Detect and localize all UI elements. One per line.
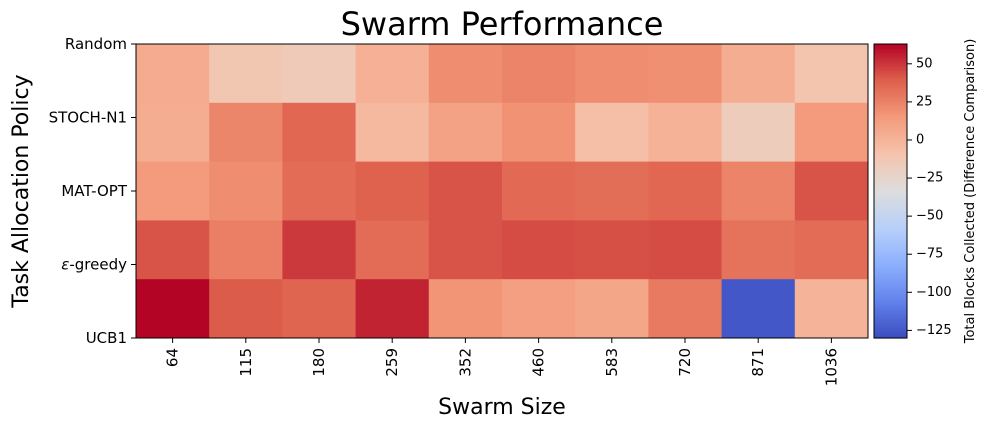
heatmap-cell bbox=[355, 161, 430, 221]
heatmap-cell bbox=[428, 102, 503, 162]
heatmap-cell bbox=[209, 220, 283, 280]
heatmap-cell bbox=[648, 220, 722, 280]
heatmap-cell bbox=[209, 102, 283, 162]
x-axis-label: Swarm Size bbox=[438, 395, 566, 420]
heatmap-cell bbox=[794, 44, 869, 104]
heatmap-cell bbox=[575, 220, 649, 280]
heatmap-cell bbox=[648, 161, 722, 221]
heatmap-cell bbox=[575, 102, 649, 162]
heatmap-cell bbox=[648, 102, 722, 162]
x-tick-label: 460 bbox=[530, 348, 548, 377]
heatmap-cell bbox=[794, 102, 869, 162]
heatmap-cell bbox=[721, 220, 796, 280]
chart-title: Swarm Performance bbox=[341, 5, 664, 43]
heatmap-cell bbox=[721, 161, 796, 221]
heatmap-cell bbox=[794, 220, 869, 280]
heatmap-cell bbox=[209, 161, 283, 221]
x-axis-ticks: 64 115 180 259 352 460 583 720 871 1036 bbox=[164, 338, 840, 386]
x-tick-label: 720 bbox=[676, 348, 694, 377]
y-tick-label: UCB1 bbox=[86, 329, 127, 347]
colorbar-frame bbox=[873, 43, 908, 339]
heatmap-cell bbox=[136, 279, 210, 339]
heatmap-cell bbox=[355, 220, 430, 280]
colorbar-tick-label: −100 bbox=[916, 285, 952, 300]
x-tick-label: 259 bbox=[383, 348, 401, 377]
heatmap-cell bbox=[575, 161, 649, 221]
colorbar-tick-label: 50 bbox=[916, 56, 933, 71]
heatmap-cell bbox=[648, 44, 722, 104]
heatmap-cell bbox=[355, 102, 430, 162]
heatmap-cell bbox=[355, 279, 430, 339]
heatmap-cell bbox=[721, 279, 796, 339]
colorbar-label: Total Blocks Collected (Difference Compa… bbox=[963, 39, 978, 345]
colorbar-tick-label: 0 bbox=[916, 132, 924, 147]
heatmap-cell bbox=[428, 279, 503, 339]
heatmap-cell bbox=[721, 102, 796, 162]
x-tick-label: 871 bbox=[749, 348, 767, 377]
heatmap-cell bbox=[502, 161, 576, 221]
heatmap-cell bbox=[209, 279, 283, 339]
heatmap-cell bbox=[282, 44, 356, 104]
heatmap-cell bbox=[282, 161, 356, 221]
heatmap-cell bbox=[136, 161, 210, 221]
heatmap-cell bbox=[209, 44, 283, 104]
heatmap-cell bbox=[355, 44, 430, 104]
colorbar-ticks: 50 25 0 −25 −50 −75 −100 −125 bbox=[907, 56, 952, 338]
heatmap-cells bbox=[136, 44, 869, 339]
y-tick-label: ε-greedy bbox=[61, 256, 127, 274]
x-tick-label: 180 bbox=[310, 348, 328, 377]
heatmap-cell bbox=[136, 44, 210, 104]
y-tick-label: MAT-OPT bbox=[61, 182, 128, 200]
y-tick-label: STOCH-N1 bbox=[49, 109, 127, 127]
colorbar-tick-label: −75 bbox=[916, 247, 943, 262]
heatmap-cell bbox=[136, 220, 210, 280]
heatmap-cell bbox=[794, 279, 869, 339]
heatmap-cell bbox=[282, 102, 356, 162]
heatmap-cell bbox=[428, 220, 503, 280]
colorbar-tick-label: −50 bbox=[916, 209, 943, 224]
y-axis-ticks: Random STOCH-N1 MAT-OPT ε-greedy UCB1 bbox=[49, 35, 136, 347]
colorbar-tick-label: −25 bbox=[916, 171, 943, 186]
colorbar: 50 25 0 −25 −50 −75 −100 −125 bbox=[873, 43, 952, 339]
heatmap-cell bbox=[502, 220, 576, 280]
x-tick-label: 352 bbox=[456, 348, 474, 377]
heatmap-cell bbox=[136, 102, 210, 162]
heatmap-cell bbox=[502, 279, 576, 339]
epsilon-symbol: ε bbox=[61, 256, 69, 274]
x-tick-label: 583 bbox=[603, 348, 621, 377]
colorbar-tick-label: 25 bbox=[916, 94, 933, 109]
heatmap-cell bbox=[502, 102, 576, 162]
x-tick-label: 64 bbox=[164, 348, 182, 367]
heatmap-cell bbox=[648, 279, 722, 339]
heatmap-cell bbox=[282, 220, 356, 280]
x-tick-label: 1036 bbox=[822, 348, 840, 386]
heatmap-cell bbox=[575, 44, 649, 104]
colorbar-tick-label: −125 bbox=[916, 323, 952, 338]
x-tick-label: 115 bbox=[237, 348, 255, 377]
y-tick-label: Random bbox=[65, 35, 127, 53]
heatmap-cell bbox=[575, 279, 649, 339]
heatmap-cell bbox=[428, 161, 503, 221]
heatmap-cell bbox=[282, 279, 356, 339]
colorbar-gradient bbox=[874, 44, 907, 339]
heatmap-cell bbox=[721, 44, 796, 104]
heatmap-cell bbox=[502, 44, 576, 104]
heatmap-cell bbox=[428, 44, 503, 104]
heatmap-cell bbox=[794, 161, 869, 221]
y-axis-label: Task Allocation Policy bbox=[9, 74, 34, 308]
